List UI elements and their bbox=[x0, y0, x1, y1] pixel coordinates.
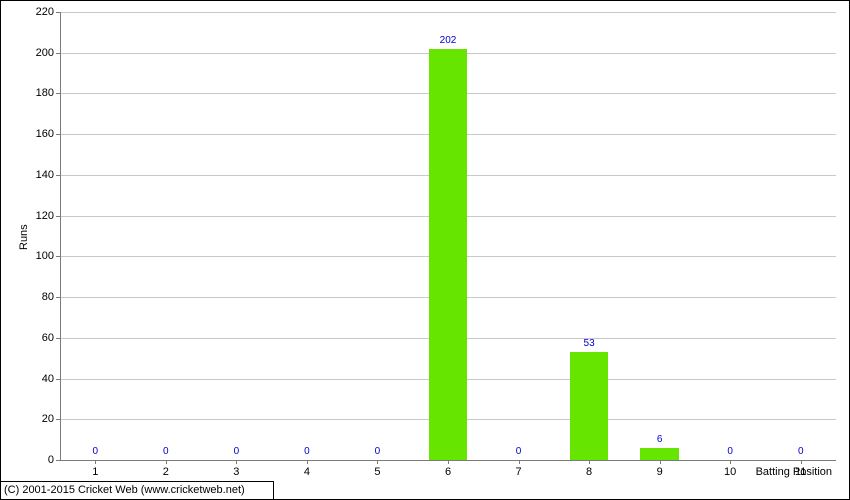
bar-value-label: 0 bbox=[92, 446, 98, 457]
x-tick bbox=[166, 460, 167, 464]
x-tick-label: 2 bbox=[163, 466, 169, 478]
y-tick-label: 140 bbox=[26, 169, 54, 181]
x-tick bbox=[801, 460, 802, 464]
y-axis-line bbox=[60, 12, 61, 460]
x-tick-label: 4 bbox=[304, 466, 310, 478]
plot-area bbox=[60, 12, 836, 460]
x-tick-label: 8 bbox=[586, 466, 592, 478]
x-tick-label: 5 bbox=[374, 466, 380, 478]
gridline bbox=[60, 12, 836, 13]
bar-value-label: 0 bbox=[798, 446, 804, 457]
x-tick bbox=[448, 460, 449, 464]
y-tick-label: 100 bbox=[26, 250, 54, 262]
x-tick bbox=[95, 460, 96, 464]
bar-value-label: 202 bbox=[440, 35, 457, 46]
bar-value-label: 0 bbox=[375, 446, 381, 457]
y-tick-label: 20 bbox=[26, 413, 54, 425]
bar-value-label: 0 bbox=[516, 446, 522, 457]
y-tick-label: 160 bbox=[26, 128, 54, 140]
x-tick-label: 9 bbox=[657, 466, 663, 478]
bar-value-label: 53 bbox=[584, 338, 595, 349]
bar bbox=[570, 352, 609, 460]
y-tick-label: 180 bbox=[26, 87, 54, 99]
x-tick-label: 10 bbox=[724, 466, 736, 478]
x-tick bbox=[377, 460, 378, 464]
x-tick bbox=[589, 460, 590, 464]
y-tick-label: 80 bbox=[26, 291, 54, 303]
bar-value-label: 0 bbox=[234, 446, 240, 457]
bar-value-label: 0 bbox=[304, 446, 310, 457]
y-tick-label: 0 bbox=[26, 454, 54, 466]
x-tick bbox=[307, 460, 308, 464]
bar-value-label: 6 bbox=[657, 434, 663, 445]
bar bbox=[640, 448, 679, 460]
x-tick-label: 3 bbox=[233, 466, 239, 478]
x-tick bbox=[519, 460, 520, 464]
bar-value-label: 0 bbox=[727, 446, 733, 457]
x-tick-label: 6 bbox=[445, 466, 451, 478]
bar-value-label: 0 bbox=[163, 446, 169, 457]
x-tick-label: 7 bbox=[515, 466, 521, 478]
y-tick-label: 120 bbox=[26, 210, 54, 222]
y-tick-label: 60 bbox=[26, 332, 54, 344]
x-tick bbox=[660, 460, 661, 464]
x-tick-label: 1 bbox=[92, 466, 98, 478]
copyright-text: (C) 2001-2015 Cricket Web (www.cricketwe… bbox=[4, 484, 245, 496]
x-tick bbox=[730, 460, 731, 464]
y-axis-title: Runs bbox=[18, 224, 30, 250]
x-axis-title: Batting Position bbox=[756, 466, 832, 478]
x-tick bbox=[236, 460, 237, 464]
y-tick-label: 220 bbox=[26, 6, 54, 18]
y-tick-label: 200 bbox=[26, 47, 54, 59]
y-tick-label: 40 bbox=[26, 373, 54, 385]
bar bbox=[429, 49, 468, 460]
